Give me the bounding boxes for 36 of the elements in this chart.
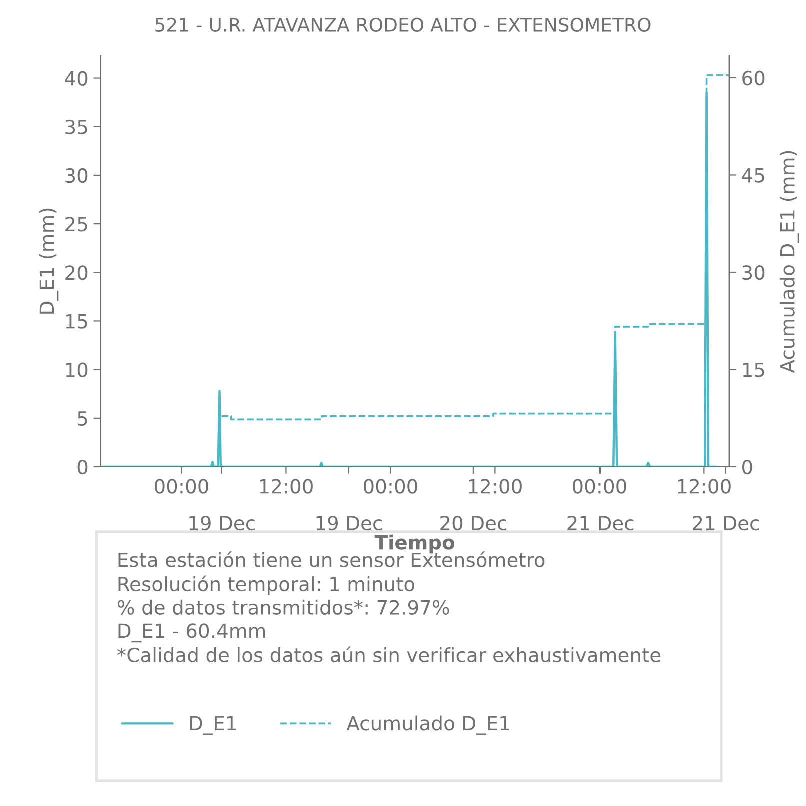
y-tick-label: 15 <box>66 314 88 329</box>
x-tick-label: 00:00 <box>572 479 626 494</box>
y2-tick-label: 60 <box>742 70 765 86</box>
x-tick-label: 12:00 <box>678 479 731 494</box>
text: D_E1 - 60.4mm <box>118 624 266 643</box>
text: Resolución temporal: 1 minuto <box>118 576 415 596</box>
x-tick-label: 00:00 <box>154 479 208 494</box>
text: *Calidad de los datos aún sin verificar exhaustivamente <box>117 646 661 663</box>
y-tick-label: 20 <box>66 266 88 280</box>
y-tick-label: 5 <box>78 412 88 426</box>
y2-tick-label: 30 <box>742 265 765 280</box>
x-tick-label: 12:00 <box>469 479 522 494</box>
y-tick-label: 10 <box>66 362 88 378</box>
y-tick-label: 40 <box>65 71 88 86</box>
y-tick-label: 25 <box>66 217 88 232</box>
y2-tick-label: 0 <box>742 460 752 475</box>
x2-tick-label: 19 Dec <box>316 516 382 531</box>
x2-tick-label: 21 Dec <box>568 516 634 531</box>
y-axis-title: D_E1 (mm) <box>39 208 59 314</box>
x-tick-label: 12:00 <box>260 479 313 494</box>
legend-label: D_E1 <box>190 716 236 736</box>
x-tick-label: 00:00 <box>364 479 418 494</box>
x-axis-title: Tiempo <box>374 534 455 554</box>
y2-tick-label: 45 <box>742 168 764 183</box>
y-tick-label: 35 <box>66 120 88 135</box>
legend-label: Acumulado D_E1 <box>346 716 510 736</box>
x2-tick-label: 21 Dec <box>693 516 760 531</box>
y2-axis-title: Acumulado D_E1 (mm) <box>780 151 800 374</box>
y-tick-label: 0 <box>78 460 88 475</box>
y-tick-label: 30 <box>66 168 88 184</box>
text: Esta estación tiene un sensor Extensómetro <box>118 552 545 568</box>
y2-tick-label: 15 <box>743 362 764 378</box>
text: % de datos transmitidos*: 72.97% <box>118 600 450 615</box>
x2-tick-label: 20 Dec <box>440 516 506 531</box>
chart-title: 521 - U.R. ATAVANZA RODEO ALTO - EXTENSOMETRO <box>156 18 651 32</box>
x2-tick-label: 19 Dec <box>190 516 255 531</box>
